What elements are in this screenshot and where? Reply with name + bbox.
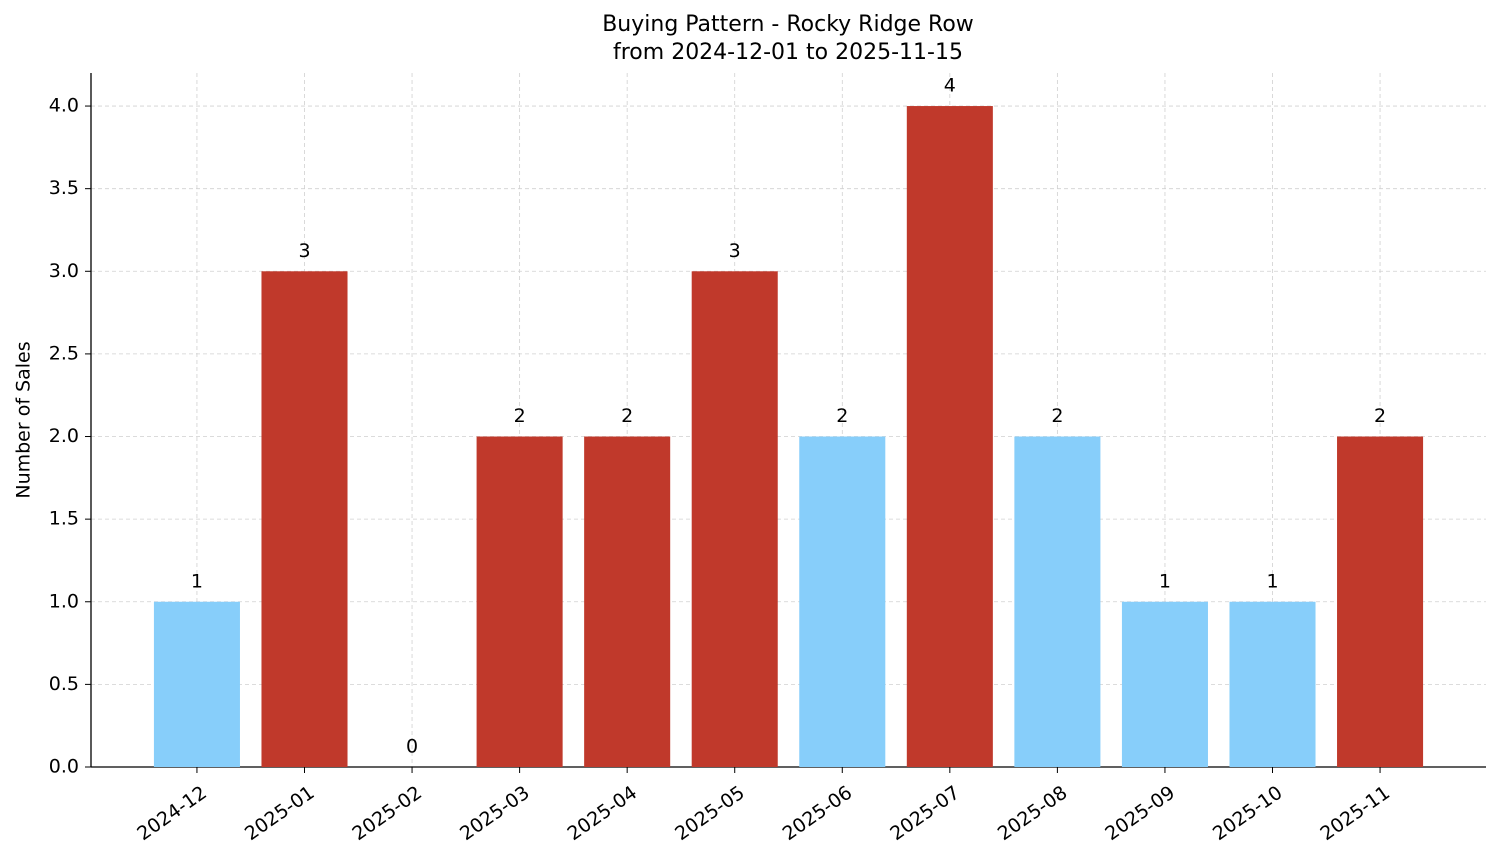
y-tick-label: 0.0 xyxy=(49,756,79,778)
value-label: 0 xyxy=(406,736,418,758)
value-label: 1 xyxy=(1266,570,1278,592)
value-label: 3 xyxy=(298,240,310,262)
value-label: 2 xyxy=(1051,405,1063,427)
x-tick-label: 2025-10 xyxy=(1209,782,1287,846)
bar xyxy=(691,271,778,767)
bar xyxy=(476,436,563,767)
bar xyxy=(153,601,240,767)
x-tick-label: 2025-11 xyxy=(1316,782,1394,846)
x-tick-label: 2024-12 xyxy=(133,782,211,846)
value-label: 2 xyxy=(514,405,526,427)
chart-subtitle: from 2024-12-01 to 2025-11-15 xyxy=(613,40,963,65)
y-tick-label: 2.0 xyxy=(49,425,79,447)
y-tick-label: 1.0 xyxy=(49,590,79,612)
x-tick-label: 2025-09 xyxy=(1101,782,1179,846)
value-label: 2 xyxy=(621,405,633,427)
bar xyxy=(799,436,886,767)
x-tick-label: 2025-04 xyxy=(564,782,642,846)
bar xyxy=(906,106,993,768)
x-tick-label: 2025-05 xyxy=(671,782,749,846)
y-tick-label: 1.5 xyxy=(49,508,79,530)
value-label: 1 xyxy=(1159,570,1171,592)
bar xyxy=(1337,436,1424,767)
value-label: 3 xyxy=(729,240,741,262)
value-label: 4 xyxy=(944,75,956,97)
value-label: 2 xyxy=(1374,405,1386,427)
x-tick-label: 2025-06 xyxy=(779,782,857,846)
x-tick-label: 2025-08 xyxy=(994,782,1072,846)
bar xyxy=(584,436,671,767)
value-label: 2 xyxy=(836,405,848,427)
y-tick-label: 3.0 xyxy=(49,260,79,282)
y-tick-label: 2.5 xyxy=(49,342,79,364)
bar xyxy=(1014,436,1101,767)
y-tick-label: 0.5 xyxy=(49,673,79,695)
x-tick-label: 2025-07 xyxy=(886,782,964,846)
y-tick-label: 3.5 xyxy=(49,177,79,199)
chart-title: Buying Pattern - Rocky Ridge Row xyxy=(602,12,974,37)
y-tick-label: 4.0 xyxy=(49,95,79,117)
bar xyxy=(1121,601,1208,767)
y-axis-label: Number of Sales xyxy=(13,341,35,498)
x-tick-label: 2025-03 xyxy=(456,782,534,846)
value-label: 1 xyxy=(191,570,203,592)
x-tick-label: 2025-01 xyxy=(241,782,319,846)
x-tick-label: 2025-02 xyxy=(348,782,426,846)
bar xyxy=(261,271,348,767)
bar xyxy=(1229,601,1316,767)
